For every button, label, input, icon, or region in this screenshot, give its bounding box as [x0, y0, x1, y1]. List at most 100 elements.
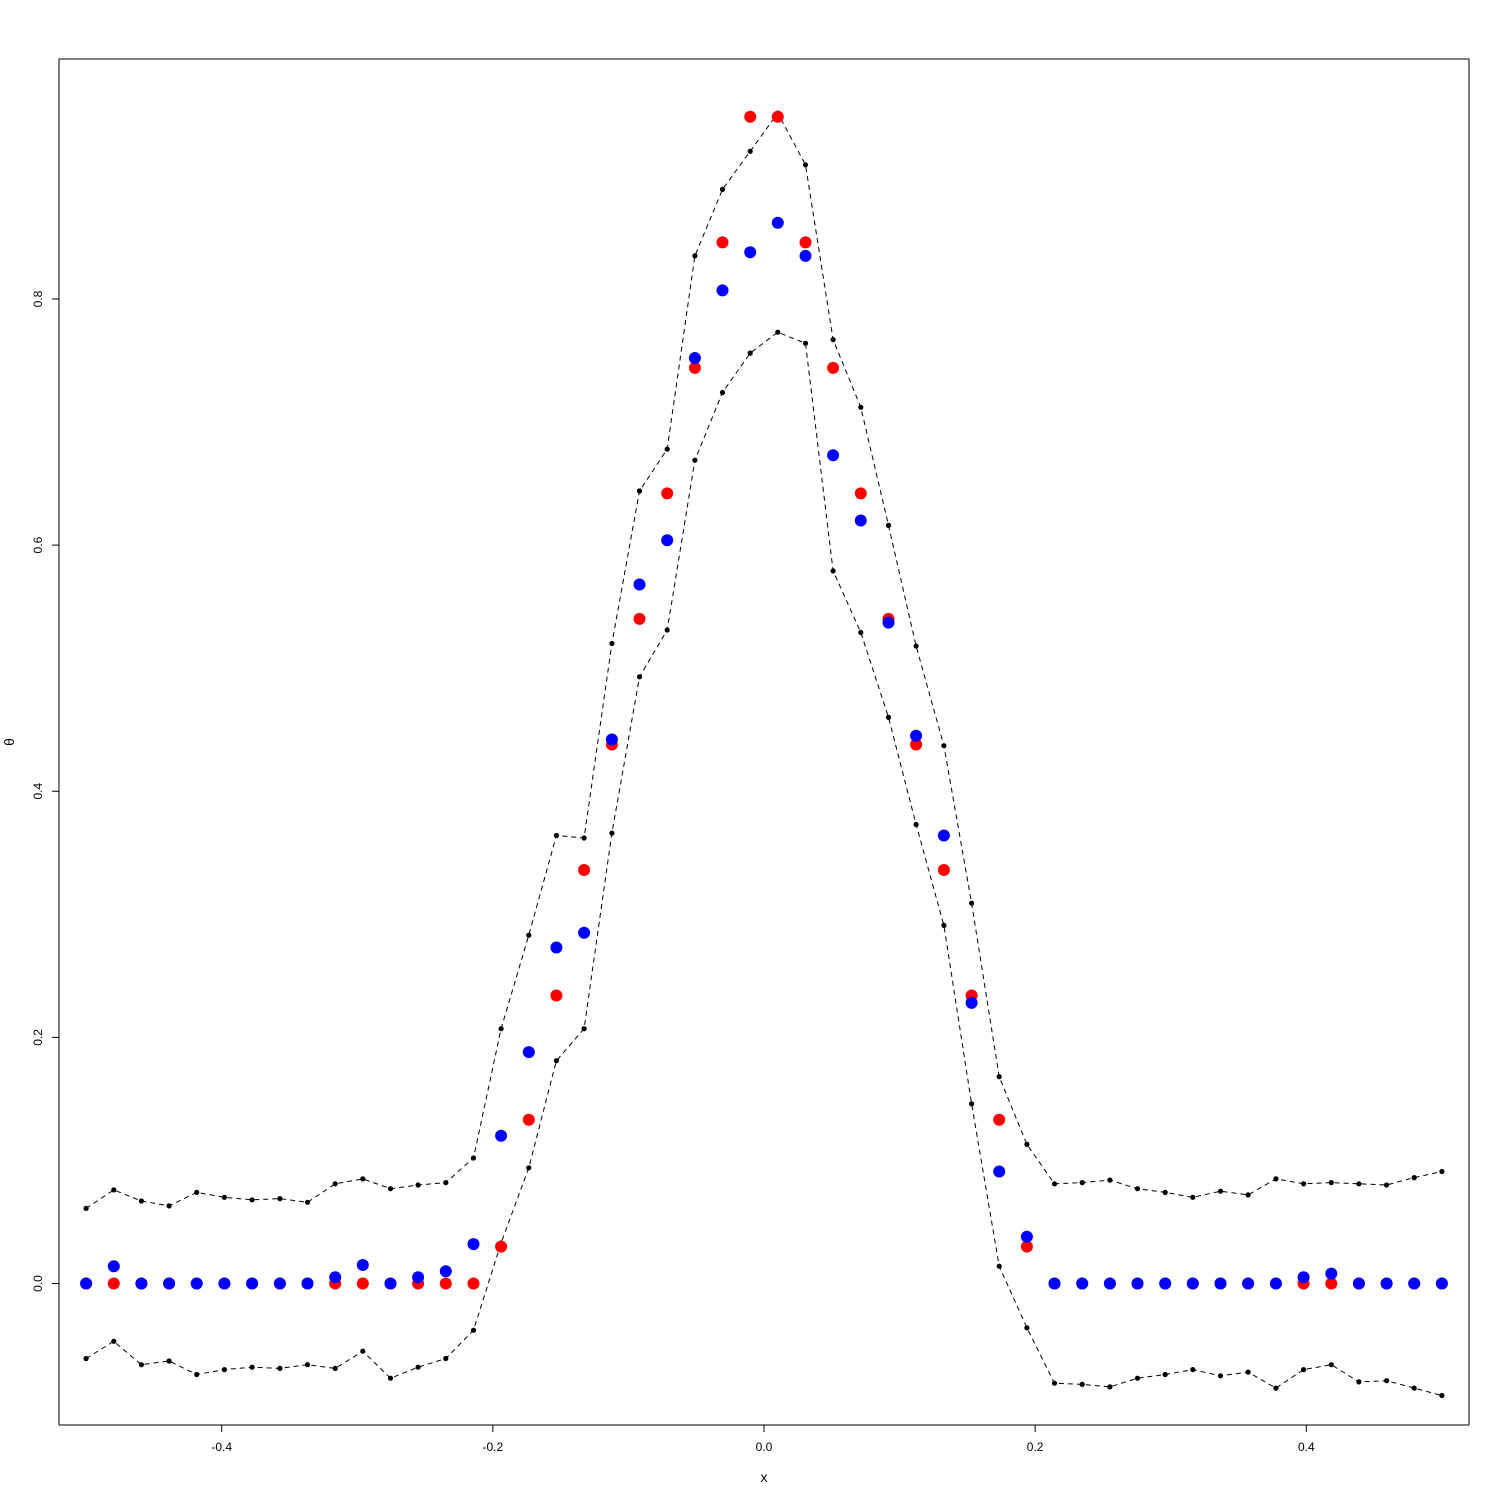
- band-point: [553, 832, 560, 839]
- data-point: [1048, 1277, 1061, 1290]
- band-point: [1217, 1373, 1224, 1379]
- data-point: [661, 487, 674, 500]
- band-point: [1356, 1181, 1362, 1187]
- band-point: [1301, 1181, 1307, 1187]
- band-point: [1079, 1180, 1085, 1186]
- band-point: [221, 1367, 227, 1373]
- data-point: [246, 1277, 259, 1290]
- data-point: [329, 1271, 342, 1284]
- data-point: [744, 110, 757, 123]
- data-point: [1020, 1240, 1033, 1253]
- band-point: [443, 1180, 449, 1186]
- data-point: [578, 864, 591, 876]
- data-point: [1076, 1277, 1089, 1290]
- data-point: [633, 578, 646, 591]
- data-point: [578, 926, 591, 939]
- x-axis-title: x: [761, 1469, 768, 1485]
- band-point: [1245, 1369, 1251, 1375]
- band-point: [1245, 1192, 1251, 1198]
- y-tick-label: 0.0: [31, 1275, 45, 1292]
- data-point: [1269, 1277, 1282, 1290]
- data-point: [550, 989, 563, 1002]
- data-point: [1020, 1230, 1033, 1243]
- data-point: [1380, 1277, 1393, 1290]
- band-point: [996, 1074, 1002, 1080]
- band-point: [858, 404, 864, 410]
- band-line-2: [85, 112, 1443, 1209]
- band-point: [194, 1189, 200, 1195]
- band-point: [830, 568, 836, 574]
- band-point: [1190, 1194, 1196, 1200]
- band-point: [636, 674, 643, 680]
- band-point: [996, 1263, 1002, 1269]
- band-point: [111, 1187, 117, 1193]
- band-point: [553, 1058, 560, 1064]
- band-point: [111, 1338, 117, 1344]
- band-point: [1439, 1168, 1445, 1175]
- band-point: [166, 1358, 172, 1364]
- data-point: [135, 1277, 148, 1290]
- data-point: [1352, 1277, 1365, 1290]
- band-line-3: [85, 331, 1443, 1396]
- band-point: [1107, 1384, 1113, 1390]
- data-point: [1159, 1277, 1172, 1290]
- band-point: [360, 1348, 366, 1354]
- y-axis-title: θ: [1, 738, 17, 746]
- data-point: [218, 1277, 231, 1290]
- data-point: [910, 738, 923, 751]
- data-point: [1325, 1267, 1338, 1280]
- data-point: [80, 1277, 93, 1290]
- band-point: [1217, 1188, 1224, 1194]
- band-point: [1328, 1362, 1334, 1368]
- band-point: [1162, 1371, 1168, 1378]
- band-point: [304, 1199, 311, 1205]
- data-point: [799, 236, 812, 249]
- data-point: [273, 1277, 286, 1290]
- band-point: [1051, 1181, 1058, 1187]
- band-point: [277, 1196, 283, 1202]
- band-point: [470, 1327, 477, 1333]
- band-point: [1384, 1378, 1390, 1384]
- data-point: [301, 1277, 314, 1290]
- band-point: [969, 1101, 975, 1107]
- data-point: [661, 534, 674, 547]
- band-point: [1384, 1182, 1390, 1188]
- band-point: [249, 1364, 255, 1370]
- data-point: [356, 1277, 369, 1290]
- band-point: [1162, 1189, 1168, 1195]
- data-point: [1297, 1271, 1310, 1284]
- data-point: [827, 361, 840, 374]
- band-point: [1051, 1380, 1058, 1386]
- band-point: [1439, 1392, 1445, 1399]
- band-point: [415, 1182, 421, 1188]
- band-point: [830, 337, 836, 343]
- y-axis: 0.0 0.2 0.4 0.6 0.8: [31, 290, 60, 1292]
- band-point: [332, 1181, 338, 1187]
- band-point: [719, 186, 726, 192]
- band-point: [1301, 1367, 1307, 1373]
- band-point: [443, 1355, 449, 1362]
- band-point: [332, 1365, 338, 1371]
- y-tick-label: 0.4: [31, 783, 45, 800]
- data-point: [412, 1271, 425, 1284]
- data-point: [1408, 1277, 1421, 1290]
- data-point: [910, 729, 923, 742]
- data-point: [495, 1240, 508, 1253]
- data-point: [937, 829, 950, 842]
- band-point: [83, 1205, 89, 1211]
- x-tick-label: -0.4: [211, 1440, 232, 1454]
- band-point: [1024, 1325, 1030, 1331]
- x-axis: -0.4 -0.2 0.0 0.2 0.4: [211, 1424, 1315, 1454]
- y-tick-label: 0.2: [31, 1029, 45, 1046]
- band-point: [802, 340, 809, 346]
- data-point: [854, 487, 867, 500]
- band-point: [1273, 1385, 1279, 1391]
- band-point: [747, 350, 753, 356]
- band-point: [692, 457, 698, 463]
- y-tick-label: 0.6: [31, 536, 45, 553]
- data-point: [107, 1277, 120, 1290]
- data-point: [467, 1277, 480, 1290]
- data-point: [522, 1046, 535, 1059]
- band-point: [775, 329, 781, 335]
- data-point-layer: [80, 110, 1448, 1290]
